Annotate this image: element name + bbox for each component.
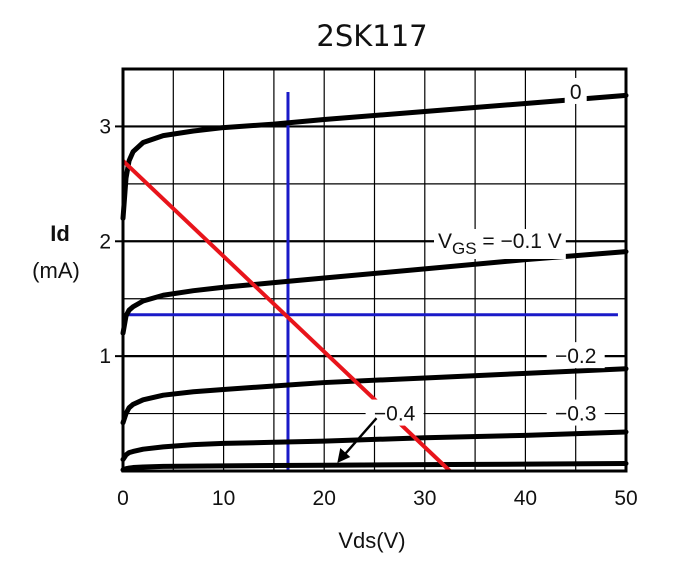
curve-label-arrow [337,417,378,463]
x-tick-label: 0 [117,487,129,510]
curve-label-vgs: VGS = −0.1 V [438,230,562,258]
curve-labels: VGS = −0.1 V 0 −0.2 −0.3 −0.4 [337,77,605,463]
curves [120,92,629,473]
chart-title: 2SK117 [316,19,427,53]
ticks: 0 10 20 30 40 50 1 2 3 [99,115,637,510]
curve-vgs-2 [120,366,629,426]
vgs-prefix: V [438,230,452,253]
y-axis-unit: (mA) [32,258,80,283]
plot-frame [121,67,628,473]
y-tick-label: 2 [99,230,111,253]
curve-label-bg [546,399,605,426]
vgs-subscript: GS [452,239,477,258]
curve-vgs-0 [120,92,629,221]
curve-vgs-1 [120,249,629,336]
x-tick-label: 40 [514,487,537,510]
y-axis-label: Id [50,221,70,246]
curve-label-bg [546,342,605,369]
x-axis-label: Vds(V) [338,528,405,553]
vgs-suffix: = −0.1 V [477,230,562,253]
curve-label: −0.2 [555,345,596,368]
x-tick-label: 50 [614,487,637,510]
curve-label-bg [564,77,587,104]
x-tick-label: 20 [313,487,336,510]
x-tick-label: 10 [212,487,235,510]
curve-label: 0 [570,81,582,104]
y-tick-label: 1 [99,345,111,368]
curve-label: −0.4 [374,403,416,426]
curve-vgs-3 [120,429,629,463]
curve-label-vgs-bg [434,229,566,259]
x-tick-label: 30 [413,487,436,510]
curve-label: −0.3 [555,403,596,426]
y-tick-label: 3 [99,115,111,138]
curve-vgs-4 [120,461,629,473]
